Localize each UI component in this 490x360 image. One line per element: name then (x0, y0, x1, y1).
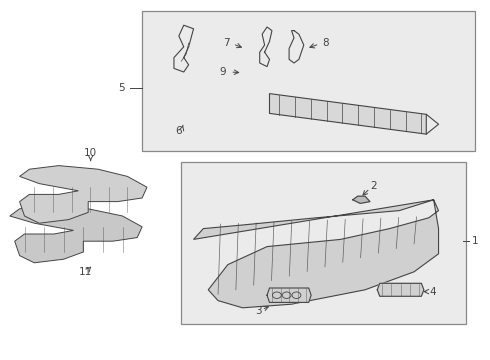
Polygon shape (353, 196, 370, 203)
Text: 8: 8 (322, 38, 329, 48)
Text: 6: 6 (175, 126, 182, 136)
Bar (142, 11, 475, 151)
Polygon shape (377, 283, 424, 296)
Text: 11: 11 (79, 267, 93, 277)
Polygon shape (10, 205, 142, 263)
Bar (181, 162, 466, 324)
Text: 7: 7 (223, 38, 230, 48)
Polygon shape (270, 94, 426, 134)
Text: 5: 5 (118, 83, 125, 93)
Text: 10: 10 (84, 148, 97, 158)
Text: 4: 4 (430, 287, 437, 297)
Text: 2: 2 (370, 181, 377, 192)
Polygon shape (194, 200, 439, 308)
Polygon shape (20, 166, 147, 223)
Text: 9: 9 (220, 67, 226, 77)
Text: 3: 3 (255, 306, 262, 316)
Text: 1: 1 (471, 236, 478, 246)
Polygon shape (267, 288, 311, 302)
